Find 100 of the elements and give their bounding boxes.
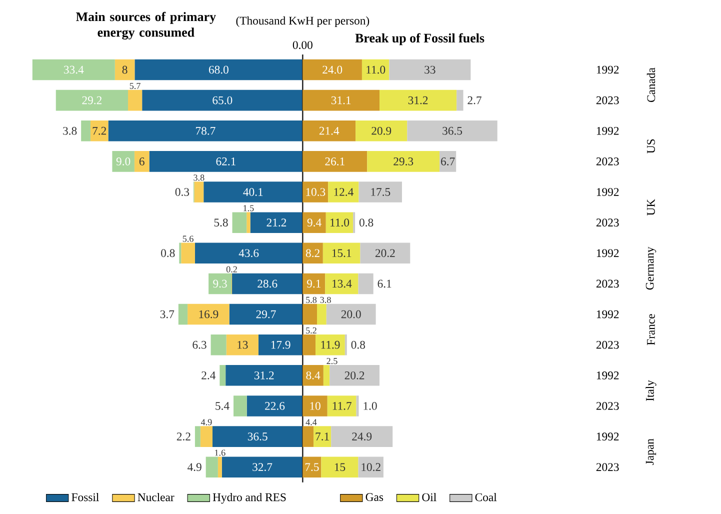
- data-label: 10.3: [306, 188, 326, 196]
- bar: [226, 334, 258, 356]
- bar: [206, 456, 218, 478]
- data-label: 21.4: [319, 127, 340, 136]
- data-label: 62.1: [216, 158, 236, 166]
- bar: [302, 182, 328, 203]
- data-label: 9.1: [306, 280, 321, 288]
- data-label: 1.6: [215, 450, 226, 456]
- data-label: 16.9: [199, 310, 218, 318]
- data-label: 11.0: [366, 66, 386, 74]
- bar: [128, 90, 142, 111]
- bar: [325, 274, 358, 294]
- data-label: 6.7: [441, 158, 455, 166]
- data-label: 29.7: [256, 310, 276, 318]
- bar: [232, 212, 247, 234]
- data-label: 78.7: [196, 127, 216, 136]
- data-label: 5.2: [306, 328, 316, 334]
- data-label: 24.9: [352, 432, 372, 441]
- y-tick-label: 2023: [596, 402, 619, 410]
- legend-label: Nuclear: [138, 493, 174, 502]
- data-label: 5.4: [216, 402, 230, 410]
- y-tick-label: 1992: [596, 310, 619, 318]
- bar: [328, 182, 359, 203]
- data-label: 40.1: [243, 188, 263, 196]
- y-tick-label: 1992: [596, 249, 619, 258]
- data-label: 26.1: [325, 158, 344, 166]
- data-label: 5.7: [130, 83, 140, 90]
- bar: [302, 120, 356, 142]
- bar: [134, 151, 150, 172]
- chart-title: Main sources of primary energy consumed: [76, 12, 216, 40]
- text: Canada: [646, 68, 656, 102]
- data-label: 10: [310, 402, 320, 410]
- y-tick-label: 2023: [596, 463, 619, 472]
- data-label: 6.3: [192, 341, 206, 350]
- text: Italy: [646, 380, 656, 402]
- data-label: 33: [424, 66, 436, 74]
- bar: [327, 396, 356, 417]
- data-label: 65.0: [212, 96, 232, 105]
- data-label: 2.4: [202, 372, 216, 380]
- y-tick-label: 2023: [596, 280, 619, 288]
- bar: [314, 426, 332, 448]
- data-label: 1.0: [364, 402, 377, 410]
- bar: [302, 456, 322, 478]
- data-label: 20.0: [341, 310, 361, 318]
- bar: [358, 456, 384, 478]
- bar: [194, 426, 200, 448]
- bar: [302, 334, 316, 356]
- legend-label: Hydro and RES: [212, 493, 286, 504]
- legend-label: Gas: [366, 493, 384, 502]
- bar: [456, 90, 464, 111]
- text: UK: [647, 199, 655, 216]
- bar: [188, 304, 230, 325]
- data-label: 11.7: [332, 402, 352, 410]
- text: Japan: [646, 438, 656, 466]
- bar: [330, 365, 380, 386]
- data-label: 15.1: [332, 249, 352, 258]
- data-label: 11.9: [321, 341, 340, 350]
- data-label: 20.2: [375, 249, 395, 258]
- bar: [220, 365, 226, 386]
- bar: [356, 120, 408, 142]
- data-label: 36.5: [442, 127, 462, 136]
- data-label: 2.5: [326, 358, 338, 364]
- bar: [210, 334, 226, 356]
- data-label: 6.1: [378, 280, 392, 288]
- bar: [302, 426, 314, 448]
- bar: [234, 396, 247, 417]
- data-label: 17.9: [271, 341, 290, 350]
- data-label: 2.2: [176, 432, 190, 441]
- data-label: 9.4: [307, 218, 322, 227]
- data-label: 4.9: [200, 419, 212, 426]
- data-label: 0.8: [161, 249, 175, 258]
- bar: [316, 334, 345, 356]
- data-label: 13.4: [332, 280, 352, 288]
- bar: [302, 365, 324, 386]
- data-label: 33.4: [64, 66, 84, 74]
- legend-label: Fossil: [72, 493, 99, 502]
- bar: [56, 90, 128, 111]
- y-tick-label: 2023: [596, 96, 619, 104]
- data-label: 4.4: [306, 419, 317, 426]
- y-tick-label: 1992: [596, 188, 619, 196]
- bar: [358, 182, 402, 203]
- data-label: 31.1: [331, 96, 351, 104]
- data-label: 11.0: [330, 218, 350, 227]
- data-label: 28.6: [258, 280, 278, 288]
- data-label: 8.2: [306, 249, 320, 258]
- data-label: 22.6: [265, 402, 285, 410]
- y-tick-label: 2023: [596, 341, 619, 350]
- data-label: 17.5: [371, 188, 390, 196]
- y-tick-label: 1992: [596, 432, 619, 441]
- data-label: 15: [334, 463, 346, 472]
- y-tick-label: 2023: [596, 218, 619, 227]
- data-label: 43.6: [238, 249, 259, 258]
- bar: [90, 120, 108, 142]
- data-label: 36.5: [248, 432, 268, 441]
- data-label: 32.7: [252, 463, 272, 472]
- bar: [356, 396, 359, 417]
- data-label: 68.0: [208, 66, 228, 74]
- data-label: 29.3: [394, 158, 414, 166]
- data-label: 8.4: [306, 372, 320, 380]
- data-label: 7.1: [316, 432, 329, 441]
